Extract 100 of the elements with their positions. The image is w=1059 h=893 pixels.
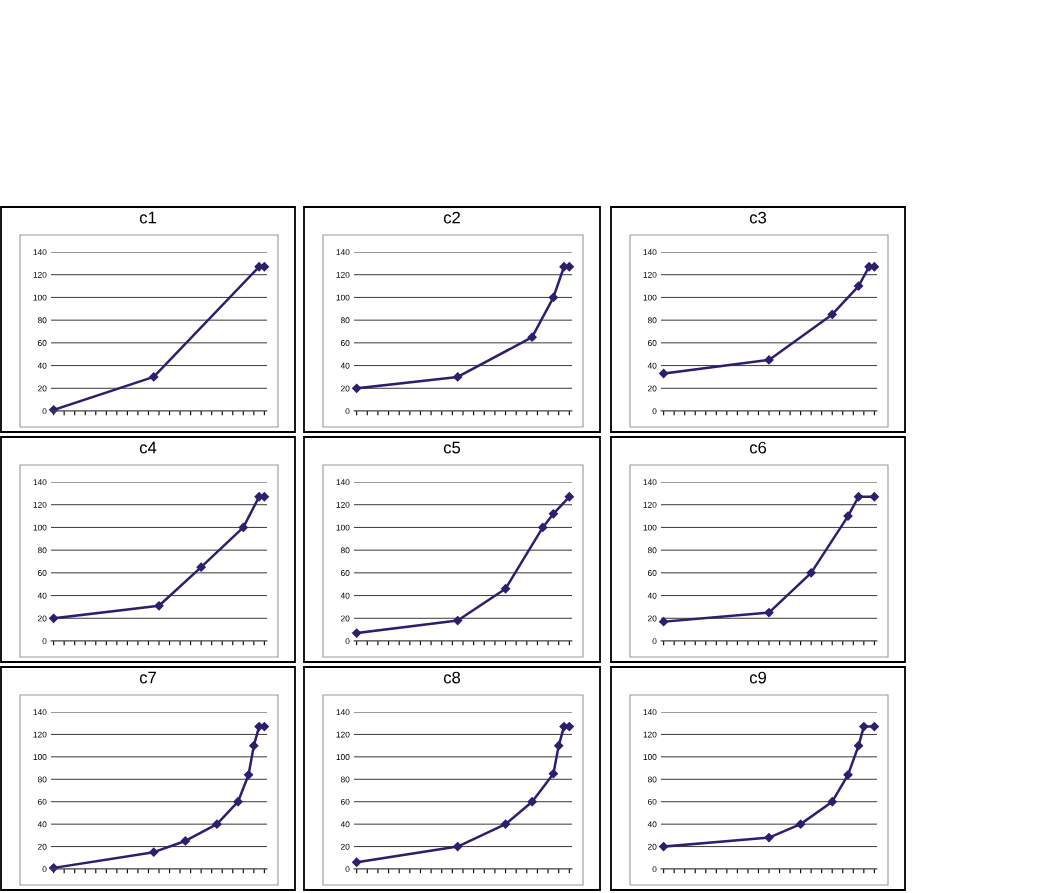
y-tick-label: 100: [33, 294, 47, 301]
point: [853, 281, 864, 291]
y-tick-label: 40: [647, 821, 657, 828]
point: [149, 847, 159, 857]
point: [453, 615, 463, 626]
y-tick-label: 140: [336, 479, 350, 486]
y-tick-label: 120: [336, 271, 350, 278]
chart-title: c2: [443, 211, 460, 224]
y-tick-label: 80: [340, 547, 350, 554]
point: [659, 617, 669, 627]
point: [527, 332, 537, 342]
point: [795, 819, 806, 829]
point: [352, 628, 362, 638]
y-tick-label: 20: [340, 385, 350, 392]
y-tick-label: 60: [340, 340, 350, 346]
point: [659, 368, 669, 379]
y-tick-label: 140: [643, 479, 657, 486]
point: [500, 819, 511, 829]
point: [500, 584, 511, 594]
y-tick-label: 80: [647, 776, 657, 783]
point: [869, 492, 879, 502]
y-tick-label: 120: [33, 731, 47, 738]
y-tick-label: 40: [340, 821, 350, 828]
y-tick-label: 60: [340, 798, 350, 805]
y-tick-label: 20: [340, 843, 350, 850]
point: [548, 292, 559, 303]
chart-title: c5: [443, 441, 461, 454]
chart-title: c6: [749, 441, 767, 454]
y-tick-label: 100: [643, 524, 657, 531]
y-tick-label: 40: [340, 592, 350, 599]
y-tick-label: 40: [37, 362, 47, 369]
y-tick-label: 20: [37, 615, 47, 622]
y-tick-label: 100: [33, 524, 47, 531]
y-tick-label: 80: [647, 317, 657, 324]
y-tick-label: 0: [42, 408, 47, 415]
point: [869, 721, 879, 732]
point: [453, 841, 463, 852]
point: [527, 797, 537, 807]
y-tick-label: 120: [643, 501, 657, 508]
chart-title: c8: [443, 671, 461, 684]
point: [180, 836, 190, 846]
y-tick-label: 100: [643, 294, 657, 301]
point: [806, 568, 816, 578]
y-tick-label: 80: [340, 776, 350, 783]
point: [243, 770, 254, 780]
chart-title: c9: [749, 671, 767, 684]
y-tick-label: 60: [647, 570, 657, 576]
y-tick-label: 140: [33, 709, 47, 716]
y-tick-label: 80: [340, 317, 350, 324]
y-tick-label: 120: [336, 731, 350, 738]
point: [859, 721, 869, 732]
point: [659, 841, 669, 852]
y-tick-label: 100: [336, 754, 350, 760]
y-tick-label: 80: [37, 547, 47, 554]
y-tick-label: 20: [340, 615, 350, 622]
point: [548, 769, 559, 779]
point: [233, 797, 243, 807]
point: [196, 562, 206, 572]
y-tick-label: 40: [647, 592, 657, 599]
chart-title: c7: [139, 671, 156, 684]
y-tick-label: 140: [336, 709, 350, 716]
y-tick-label: 120: [33, 271, 47, 278]
y-tick-label: 80: [647, 547, 657, 554]
y-tick-label: 0: [42, 866, 47, 873]
y-tick-label: 0: [652, 408, 657, 415]
y-tick-label: 120: [33, 501, 47, 508]
y-tick-label: 60: [647, 340, 657, 346]
y-tick-label: 40: [37, 821, 47, 828]
y-tick-label: 60: [37, 798, 47, 805]
y-tick-label: 100: [33, 754, 47, 760]
y-tick-label: 0: [652, 866, 657, 873]
point: [843, 770, 853, 780]
y-tick-label: 100: [643, 754, 657, 760]
point: [249, 741, 259, 751]
y-tick-label: 140: [643, 249, 657, 256]
point: [548, 509, 559, 519]
point: [764, 832, 774, 843]
point: [238, 522, 248, 533]
chart-title: c1: [139, 211, 156, 224]
y-tick-label: 40: [340, 362, 350, 369]
point: [49, 613, 59, 623]
point: [853, 741, 864, 751]
y-tick-label: 0: [345, 408, 350, 415]
y-tick-label: 0: [345, 866, 350, 873]
point: [154, 601, 164, 611]
y-tick-label: 20: [37, 385, 47, 392]
y-tick-label: 120: [336, 501, 350, 508]
point: [149, 372, 159, 382]
y-tick-label: 100: [336, 294, 350, 301]
y-tick-label: 0: [42, 638, 47, 645]
y-tick-label: 140: [33, 249, 47, 256]
point: [352, 383, 362, 393]
y-tick-label: 140: [33, 479, 47, 486]
point: [853, 492, 864, 502]
point: [564, 492, 574, 502]
point: [827, 797, 837, 807]
y-tick-label: 80: [37, 317, 47, 324]
point: [554, 741, 564, 751]
y-tick-label: 0: [652, 638, 657, 645]
y-tick-label: 120: [643, 271, 657, 278]
